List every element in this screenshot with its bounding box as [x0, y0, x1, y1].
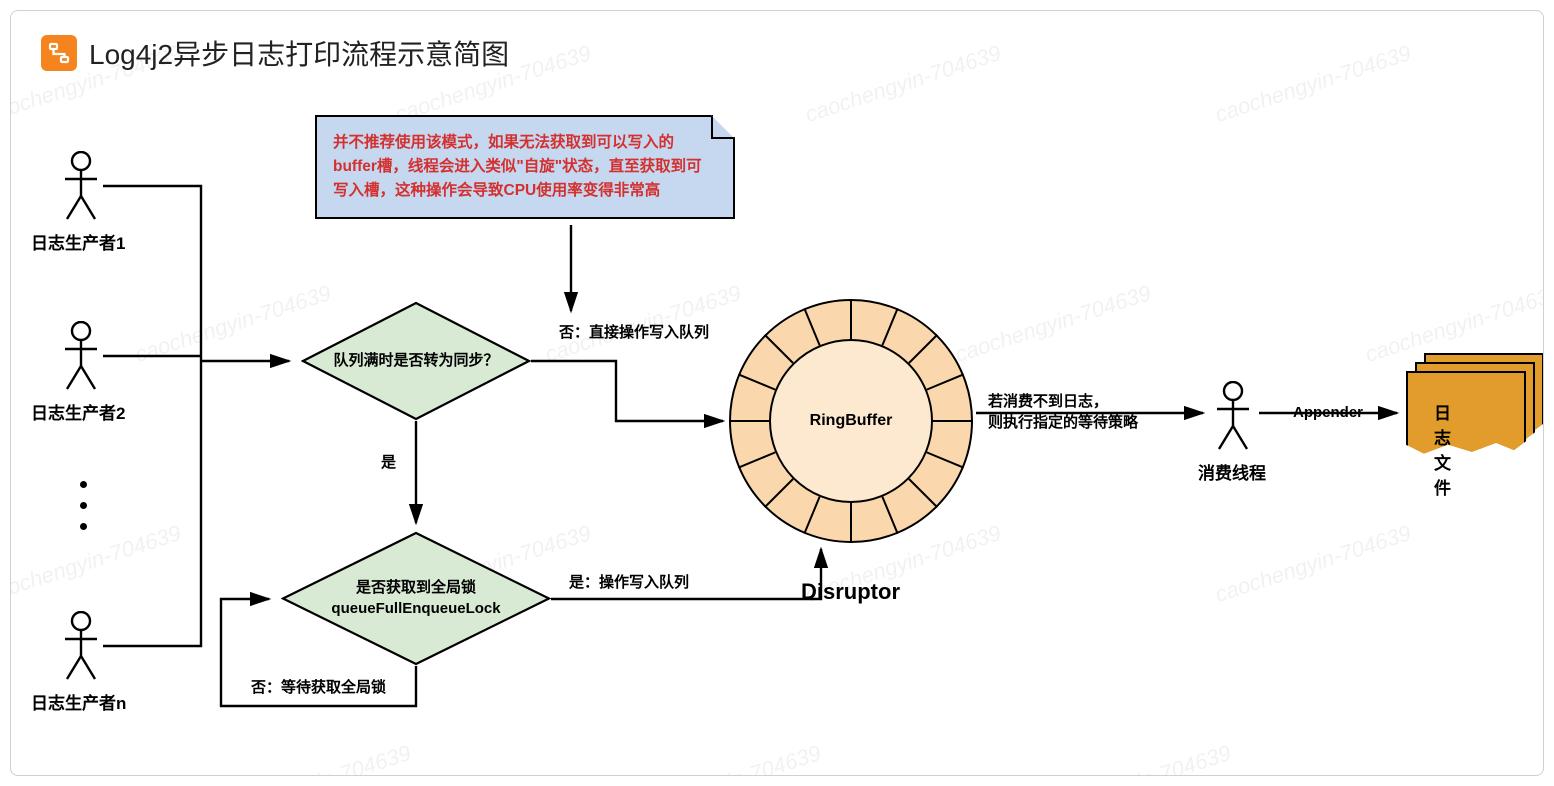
actor-producer-2 [59, 321, 103, 391]
edge-label-appender: Appender [1293, 404, 1363, 421]
flowchart-icon [41, 35, 77, 71]
ringbuffer-label: RingBuffer [810, 412, 893, 430]
watermark: caochengyin-704639 [212, 740, 414, 776]
watermark: caochengyin-704639 [622, 740, 824, 776]
producers-ellipsis [77, 481, 89, 530]
edge-label-d1-no: 否：直接操作写入队列 [559, 321, 709, 342]
actor-producer-n [59, 611, 103, 681]
diagram-title-row: Log4j2异步日志打印流程示意简图 [41, 33, 509, 73]
consumer-label: 消费线程 [1198, 459, 1266, 484]
decision-sync-on-full: 队列满时是否转为同步？ [301, 301, 531, 421]
producer-n-label: 日志生产者n [31, 689, 126, 714]
warning-note: 并不推荐使用该模式，如果无法获取到可以写入的buffer槽，线程会进入类似"自旋… [315, 115, 735, 219]
watermark: caochengyin-704639 [1212, 40, 1414, 128]
edge-label-d1-yes: 是 [381, 451, 396, 472]
ringbuffer-inner: RingBuffer [769, 339, 933, 503]
producer-2-label: 日志生产者2 [31, 399, 125, 424]
watermark: caochengyin-704639 [802, 40, 1004, 128]
edge-label-d2-no: 否：等待获取全局锁 [251, 676, 386, 697]
decision-acquire-lock: 是否获取到全局锁queueFullEnqueueLock [281, 531, 551, 666]
watermark: caochengyin-704639 [1032, 740, 1234, 776]
watermark: caochengyin-704639 [1212, 520, 1414, 608]
diagram-title: Log4j2异步日志打印流程示意简图 [89, 33, 509, 73]
disruptor-label: Disruptor [801, 579, 900, 605]
watermark: caochengyin-704639 [10, 520, 184, 608]
edge-label-d2-yes: 是：操作写入队列 [569, 571, 689, 592]
decision-1-text: 队列满时是否转为同步？ [333, 351, 498, 371]
watermark: caochengyin-704639 [952, 280, 1154, 368]
actor-consumer [1211, 381, 1255, 451]
decision-2-text: 是否获取到全局锁queueFullEnqueueLock [331, 578, 500, 619]
log-files-label: 日志文件 [1434, 399, 1451, 499]
diagram-canvas: caochengyin-704639 caochengyin-704639 ca… [10, 10, 1544, 776]
producer-1-label: 日志生产者1 [31, 229, 125, 254]
edge-label-consumer-wait: 若消费不到日志，则执行指定的等待策略 [988, 391, 1138, 433]
actor-producer-1 [59, 151, 103, 221]
